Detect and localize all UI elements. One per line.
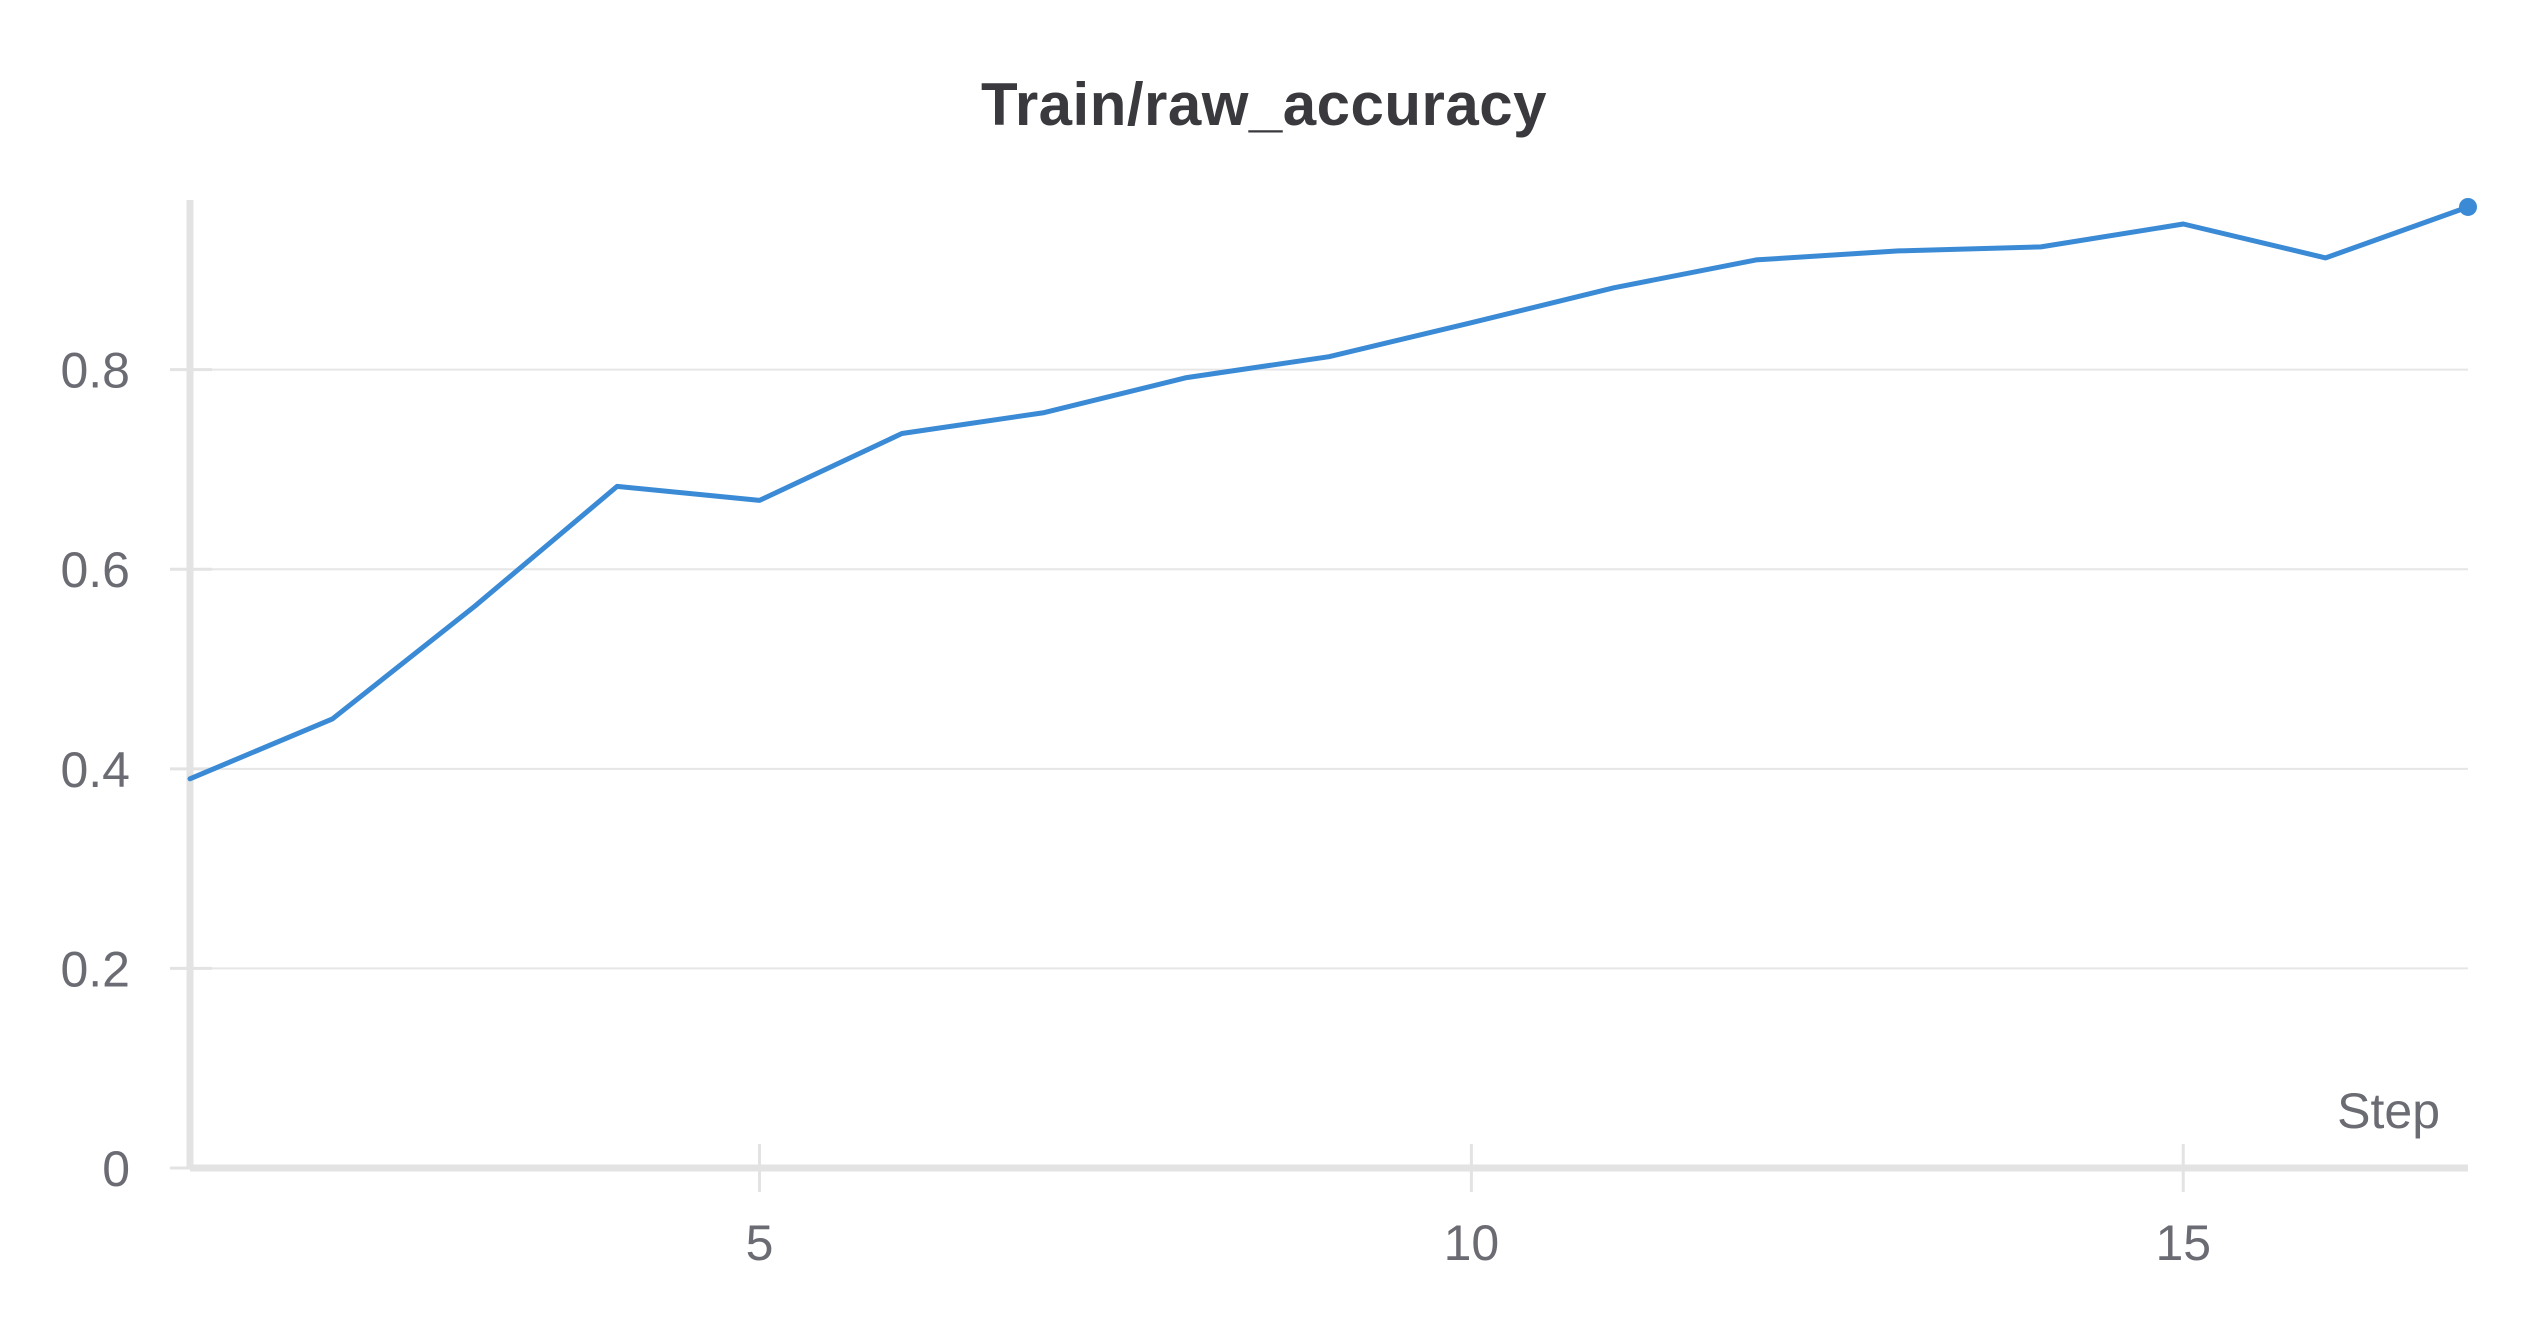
y-tick-label: 0.4: [60, 742, 130, 798]
x-tick-label: 5: [746, 1215, 774, 1271]
y-tick-label: 0.2: [60, 941, 130, 997]
series-layer: [187, 197, 2477, 782]
data-point: [2459, 197, 2477, 216]
x-axis-label: Step: [2337, 1083, 2440, 1139]
x-tick-label: 10: [1444, 1215, 1500, 1271]
y-tick-label: 0.6: [60, 542, 130, 598]
chart-title: Train/raw_accuracy: [980, 71, 1548, 138]
axes: [170, 200, 2468, 1192]
gridlines: [190, 368, 2468, 970]
series-line: [187, 204, 2471, 782]
tick-labels: 0 0.2 0.4 0.6 0.8 5 10 15 Step: [60, 343, 2440, 1271]
x-tick-label: 15: [2155, 1215, 2211, 1271]
y-tick-label: 0.8: [60, 343, 130, 399]
y-tick-label: 0: [102, 1141, 130, 1197]
